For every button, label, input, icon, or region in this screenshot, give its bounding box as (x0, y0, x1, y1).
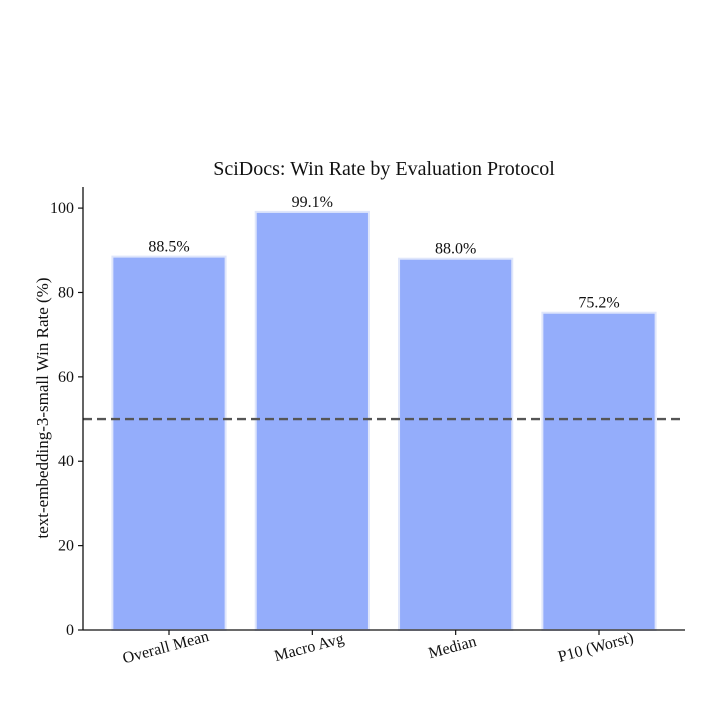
axes-layer (78, 187, 685, 635)
bars-layer (111, 210, 657, 631)
y-tick-label-0: 0 (66, 622, 74, 639)
x-tick-label-2: Median (427, 633, 479, 662)
y-tick-label-3: 60 (58, 369, 74, 386)
y-tick-label-1: 20 (58, 538, 74, 555)
y-tick-label-4: 80 (58, 284, 74, 301)
bar-1 (254, 210, 370, 631)
x-tick-label-0: Overall Mean (121, 628, 211, 667)
y-tick-label-5: 100 (50, 200, 74, 217)
x-tick-label-3: P10 (Worst) (556, 629, 635, 665)
bar-0 (111, 255, 227, 631)
bar-value-label-0: 88.5% (148, 239, 189, 256)
bar-value-label-1: 99.1% (292, 194, 333, 211)
y-tick-label-2: 40 (58, 453, 74, 470)
x-tick-label-1: Macro Avg (273, 630, 346, 665)
bar-2 (398, 257, 514, 631)
y-axis-label: text-embedding-3-small Win Rate (%) (33, 277, 52, 538)
bar-value-label-2: 88.0% (435, 241, 476, 258)
chart-title: SciDocs: Win Rate by Evaluation Protocol (213, 158, 555, 180)
bar-value-label-3: 75.2% (578, 295, 619, 312)
bar-3 (541, 311, 657, 631)
